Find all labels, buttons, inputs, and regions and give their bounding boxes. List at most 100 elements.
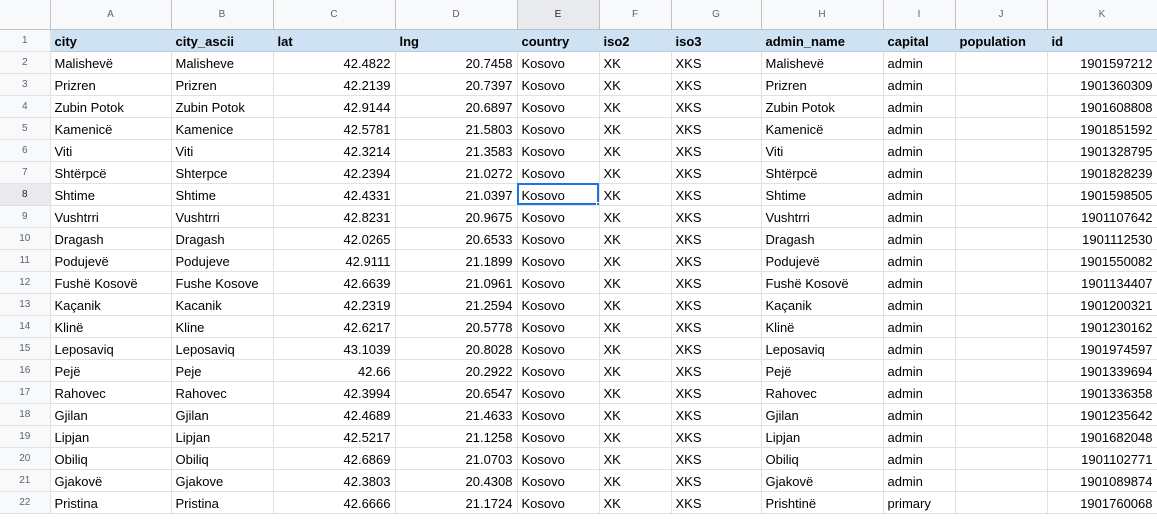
cell-iso2[interactable]: XK [599,491,672,514]
row-number[interactable]: 9 [0,205,51,228]
cell-city[interactable]: Gjakovë [50,469,172,492]
row-number[interactable]: 1 [0,29,51,52]
cell-city[interactable]: Zubin Potok [50,95,172,118]
cell-city[interactable]: Lipjan [50,425,172,448]
cell-lat[interactable]: 42.5217 [273,425,396,448]
cell-iso3[interactable]: XKS [671,161,762,184]
cell-city[interactable]: Viti [50,139,172,162]
cell-capital[interactable]: admin [883,359,956,382]
cell-city[interactable]: Leposaviq [50,337,172,360]
cell-population[interactable] [955,183,1048,206]
row-number[interactable]: 12 [0,271,51,294]
cell-country[interactable]: Kosovo [517,381,600,404]
cell-id[interactable]: 1901974597 [1047,337,1157,360]
cell-lng[interactable]: 21.3583 [395,139,518,162]
cell-capital[interactable]: admin [883,183,956,206]
cell-iso2[interactable]: XK [599,271,672,294]
cell-capital[interactable]: admin [883,73,956,96]
cell-lng[interactable]: 20.6897 [395,95,518,118]
cell-city[interactable]: Pristina [50,491,172,514]
cell-id[interactable]: 1901112530 [1047,227,1157,250]
cell-lng[interactable]: 20.7458 [395,51,518,74]
cell-population[interactable] [955,469,1048,492]
cell-population[interactable] [955,139,1048,162]
cell-lat[interactable]: 42.2139 [273,73,396,96]
cell-iso2[interactable]: XK [599,95,672,118]
cell-iso2[interactable]: XK [599,183,672,206]
column-header-c[interactable]: C [273,0,396,30]
column-header-h[interactable]: H [761,0,884,30]
cell-admin-name[interactable]: Kamenicë [761,117,884,140]
cell-lat[interactable]: 42.0265 [273,227,396,250]
cell-lat[interactable]: 42.4822 [273,51,396,74]
cell-iso2[interactable]: XK [599,469,672,492]
select-all-corner[interactable] [0,0,51,30]
cell-id[interactable]: 1901550082 [1047,249,1157,272]
cell-iso3[interactable]: XKS [671,403,762,426]
cell-admin-name[interactable]: Prishtinë [761,491,884,514]
cell-lat[interactable]: 42.2394 [273,161,396,184]
cell-id[interactable]: 1901598505 [1047,183,1157,206]
cell-id[interactable]: 1901134407 [1047,271,1157,294]
header-cell-iso2[interactable]: iso2 [599,29,672,52]
cell-capital[interactable]: admin [883,403,956,426]
cell-country[interactable]: Kosovo [517,491,600,514]
cell-id[interactable]: 1901230162 [1047,315,1157,338]
header-cell-iso3[interactable]: iso3 [671,29,762,52]
row-number[interactable]: 16 [0,359,51,382]
cell-capital[interactable]: admin [883,161,956,184]
cell-country[interactable]: Kosovo [517,293,600,316]
row-number[interactable]: 10 [0,227,51,250]
cell-city[interactable]: Fushë Kosovë [50,271,172,294]
cell-population[interactable] [955,227,1048,250]
cell-id[interactable]: 1901851592 [1047,117,1157,140]
cell-country[interactable]: Kosovo [517,139,600,162]
cell-city-ascii[interactable]: Vushtrri [171,205,274,228]
cell-iso2[interactable]: XK [599,381,672,404]
column-header-j[interactable]: J [955,0,1048,30]
cell-city-ascii[interactable]: Shterpce [171,161,274,184]
cell-capital[interactable]: admin [883,381,956,404]
cell-admin-name[interactable]: Vushtrri [761,205,884,228]
cell-lat[interactable]: 42.4689 [273,403,396,426]
cell-country[interactable]: Kosovo [517,337,600,360]
cell-lng[interactable]: 21.1724 [395,491,518,514]
cell-lng[interactable]: 21.1258 [395,425,518,448]
cell-iso3[interactable]: XKS [671,425,762,448]
cell-capital[interactable]: admin [883,337,956,360]
cell-admin-name[interactable]: Klinë [761,315,884,338]
cell-country[interactable]: Kosovo [517,271,600,294]
cell-lat[interactable]: 42.9111 [273,249,396,272]
cell-lng[interactable]: 21.5803 [395,117,518,140]
cell-lat[interactable]: 42.5781 [273,117,396,140]
cell-lat[interactable]: 42.9144 [273,95,396,118]
cell-iso3[interactable]: XKS [671,95,762,118]
cell-admin-name[interactable]: Shtime [761,183,884,206]
cell-capital[interactable]: admin [883,315,956,338]
header-cell-lng[interactable]: lng [395,29,518,52]
cell-city[interactable]: Kamenicë [50,117,172,140]
cell-iso3[interactable]: XKS [671,359,762,382]
cell-country[interactable]: Kosovo [517,161,600,184]
cell-city-ascii[interactable]: Leposaviq [171,337,274,360]
cell-lat[interactable]: 42.66 [273,359,396,382]
cell-admin-name[interactable]: Podujevë [761,249,884,272]
cell-iso2[interactable]: XK [599,249,672,272]
column-header-a[interactable]: A [50,0,172,30]
cell-population[interactable] [955,161,1048,184]
cell-lng[interactable]: 20.5778 [395,315,518,338]
cell-population[interactable] [955,337,1048,360]
cell-lat[interactable]: 42.8231 [273,205,396,228]
cell-country[interactable]: Kosovo [517,359,600,382]
row-number[interactable]: 5 [0,117,51,140]
cell-country[interactable]: Kosovo [517,425,600,448]
cell-country[interactable]: Kosovo [517,227,600,250]
cell-capital[interactable]: admin [883,293,956,316]
cell-population[interactable] [955,293,1048,316]
cell-country[interactable]: Kosovo [517,403,600,426]
row-number[interactable]: 15 [0,337,51,360]
cell-id[interactable]: 1901682048 [1047,425,1157,448]
cell-lat[interactable]: 42.6666 [273,491,396,514]
column-header-e[interactable]: E [517,0,600,30]
